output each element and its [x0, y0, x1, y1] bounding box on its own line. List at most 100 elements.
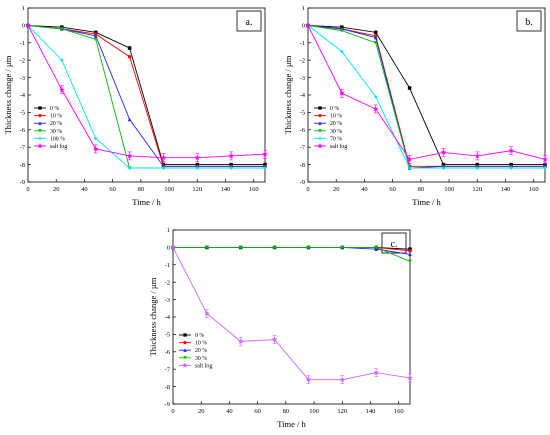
data-point	[509, 166, 513, 170]
legend-entry: salt fog	[330, 143, 347, 150]
series-salt-fog	[305, 22, 548, 164]
legend-entry: 20 %	[50, 121, 62, 127]
y-tick-label: -1	[20, 40, 25, 47]
y-tick-label: -4	[20, 92, 26, 99]
series-line	[27, 24, 265, 166]
legend-swatch-marker	[183, 341, 187, 345]
y-tick-label: -4	[300, 92, 306, 99]
y-tick-label: -7	[300, 144, 306, 151]
y-tick-label: 0	[22, 23, 25, 30]
data-point	[406, 156, 413, 162]
legend-entry: 20 %	[330, 121, 342, 127]
series-line	[307, 25, 545, 169]
x-tick-label: 40	[81, 186, 88, 193]
x-tick-label: 80	[138, 186, 145, 193]
series-salt-fog	[25, 22, 268, 162]
data-point	[440, 149, 447, 155]
series-line	[173, 246, 411, 262]
x-tick-label: 20	[333, 186, 340, 193]
data-point	[127, 166, 132, 170]
y-axis-label: Thickness change / µm	[148, 277, 158, 356]
data-point	[339, 90, 345, 96]
data-point	[271, 336, 278, 343]
x-tick-label: 80	[283, 408, 290, 415]
data-point	[237, 338, 244, 344]
chart-panel-1: 0 20 40 60 80 100 120 140 160 1 0 -1 -2 -3 -4 -5 -6 -7 -8 -…	[3, 5, 268, 207]
y-tick-label: -1	[300, 40, 305, 47]
x-tick-label: 160	[394, 408, 404, 415]
data-point	[93, 33, 98, 38]
legend-entry: 0 %	[50, 106, 59, 112]
x-tick-label: 140	[221, 186, 231, 193]
legend: 0 % 10 %20 % 30 %100 %salt fog	[34, 106, 67, 150]
legend-entry: salt fog	[50, 143, 67, 150]
legend-entry: 30 %	[50, 129, 62, 135]
series-line	[307, 24, 545, 169]
x-tick-label: 60	[389, 186, 396, 193]
legend-swatch-marker	[318, 129, 322, 133]
y-tick-label: -6	[165, 349, 171, 356]
data-point	[373, 30, 378, 35]
x-tick-label: 0	[171, 408, 174, 415]
x-tick-label: 140	[366, 408, 376, 415]
series-line	[172, 247, 411, 381]
data-point	[408, 249, 412, 253]
legend-swatch-marker	[38, 129, 42, 133]
data-point	[305, 376, 312, 383]
data-point	[194, 154, 201, 161]
data-point	[127, 55, 132, 59]
data-point	[238, 245, 243, 250]
data-point	[60, 27, 64, 31]
data-point	[93, 136, 98, 141]
data-point	[542, 156, 548, 162]
legend-swatch-marker	[318, 106, 322, 110]
data-point	[508, 147, 514, 154]
y-tick-label: -8	[165, 384, 170, 391]
y-tick-label: 0	[167, 245, 170, 252]
chart-panel-3: 0 20 40 60 80 100 120 140 160 1 0 -1 -2 -3 -4 -5 -6 -7 -8 -…	[148, 227, 413, 429]
data-point	[170, 244, 176, 250]
legend-entry: 30 %	[195, 356, 207, 362]
panel-label: b.	[525, 17, 533, 28]
y-tick-label: 0	[302, 23, 305, 30]
legend-swatch-marker	[38, 106, 42, 110]
x-tick-label: 120	[192, 186, 202, 193]
y-tick-label: -2	[20, 57, 25, 64]
y-tick-label: -9	[300, 179, 305, 186]
data-point	[126, 152, 133, 159]
y-axis-label: Thickness change / µm	[283, 55, 293, 134]
data-point	[474, 152, 481, 159]
x-tick-label: 140	[501, 186, 511, 193]
x-tick-label: 0	[26, 186, 29, 193]
x-tick-label: 160	[529, 186, 539, 193]
y-tick-label: -6	[300, 127, 306, 134]
y-tick-label: -5	[20, 110, 25, 117]
x-tick-label: 160	[249, 186, 259, 193]
y-tick-label: -4	[165, 314, 171, 321]
y-tick-label: -7	[165, 366, 171, 373]
chart-panel-2: 0 20 40 60 80 100 120 140 160 1 0 -1 -2 -3 -4 -5 -6 -7 -8 -…	[283, 5, 548, 207]
x-tick-label: 0	[306, 186, 309, 193]
x-tick-label: 40	[361, 186, 368, 193]
y-tick-label: -3	[165, 297, 170, 304]
legend-swatch-marker	[183, 356, 187, 360]
y-tick-label: -5	[300, 110, 305, 117]
plot-frame	[172, 229, 411, 405]
data-point	[161, 166, 166, 170]
legend-entry: 70 %	[330, 136, 342, 142]
series-line	[27, 24, 265, 167]
y-tick-label: -5	[165, 332, 170, 339]
x-tick-label: 80	[418, 186, 425, 193]
legend-swatch-marker	[318, 136, 322, 141]
y-tick-label: -2	[300, 57, 305, 64]
data-point	[60, 58, 64, 63]
series-line	[27, 25, 266, 159]
data-point	[373, 41, 378, 45]
data-point	[59, 86, 65, 93]
y-tick-label: -8	[300, 162, 305, 169]
legend-entry: 20 %	[195, 348, 207, 354]
legend-entry: 30 %	[330, 129, 342, 135]
legend-swatch-marker	[38, 114, 42, 118]
legend-swatch-marker	[38, 121, 42, 125]
